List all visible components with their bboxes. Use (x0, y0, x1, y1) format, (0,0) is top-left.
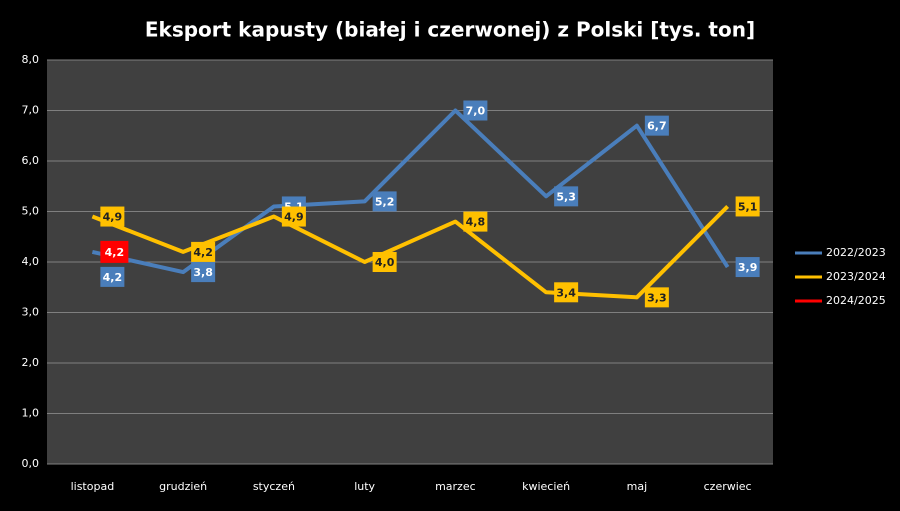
y-tick-label: 1,0 (22, 407, 40, 420)
x-tick-label: luty (354, 480, 375, 493)
value-label-box (463, 100, 488, 121)
y-tick-label: 3,0 (22, 306, 40, 319)
y-tick-label: 8,0 (22, 53, 40, 66)
legend-label: 2023/2024 (826, 270, 886, 283)
value-label: 4,9 (103, 211, 123, 224)
x-tick-label: grudzień (159, 480, 207, 493)
y-tick-label: 4,0 (22, 255, 40, 268)
value-label-box (644, 115, 669, 136)
legend-label: 2024/2025 (826, 294, 886, 307)
value-label-box (191, 241, 216, 262)
value-label-box (372, 252, 397, 272)
x-tick-label: styczeń (253, 480, 295, 493)
value-label: 3,4 (556, 286, 576, 299)
value-label: 5,1 (738, 200, 758, 213)
value-label: 7,0 (466, 105, 486, 118)
value-label: 3,3 (647, 291, 667, 304)
value-label-box (372, 191, 397, 212)
value-label: 4,2 (105, 246, 125, 259)
value-label: 4,9 (284, 211, 304, 224)
value-label: 4,2 (193, 246, 213, 259)
value-label-box (735, 196, 760, 217)
x-tick-label: czerwiec (704, 480, 752, 493)
value-label-box (191, 262, 216, 283)
y-tick-label: 0,0 (22, 457, 40, 470)
value-label: 5,2 (375, 195, 395, 208)
value-label-box (100, 206, 125, 227)
value-label-box (554, 186, 579, 207)
legend-label: 2022/2023 (826, 246, 886, 259)
value-label-box (281, 206, 306, 227)
value-label-box (735, 257, 760, 278)
value-label-box (644, 287, 669, 308)
x-tick-label: maj (627, 480, 648, 493)
x-tick-label: listopad (71, 480, 115, 493)
value-label-box (463, 211, 488, 232)
x-tick-label: kwiecień (522, 480, 570, 493)
value-label: 4,2 (103, 271, 123, 284)
value-label: 4,8 (466, 216, 486, 229)
y-tick-label: 7,0 (22, 104, 40, 117)
value-label: 3,8 (193, 266, 213, 279)
value-label-box (554, 282, 579, 303)
value-label: 5,3 (556, 190, 576, 203)
value-label-box (100, 266, 125, 287)
value-label-box (100, 240, 129, 263)
y-tick-label: 5,0 (22, 205, 40, 218)
x-tick-label: marzec (435, 480, 476, 493)
value-label: 4,0 (375, 256, 395, 269)
chart-title: Eksport kapusty (białej i czerwonej) z P… (145, 18, 755, 42)
y-tick-label: 2,0 (22, 356, 40, 369)
y-tick-label: 6,0 (22, 154, 40, 167)
value-label: 3,9 (738, 261, 758, 274)
value-label: 6,7 (647, 120, 667, 133)
